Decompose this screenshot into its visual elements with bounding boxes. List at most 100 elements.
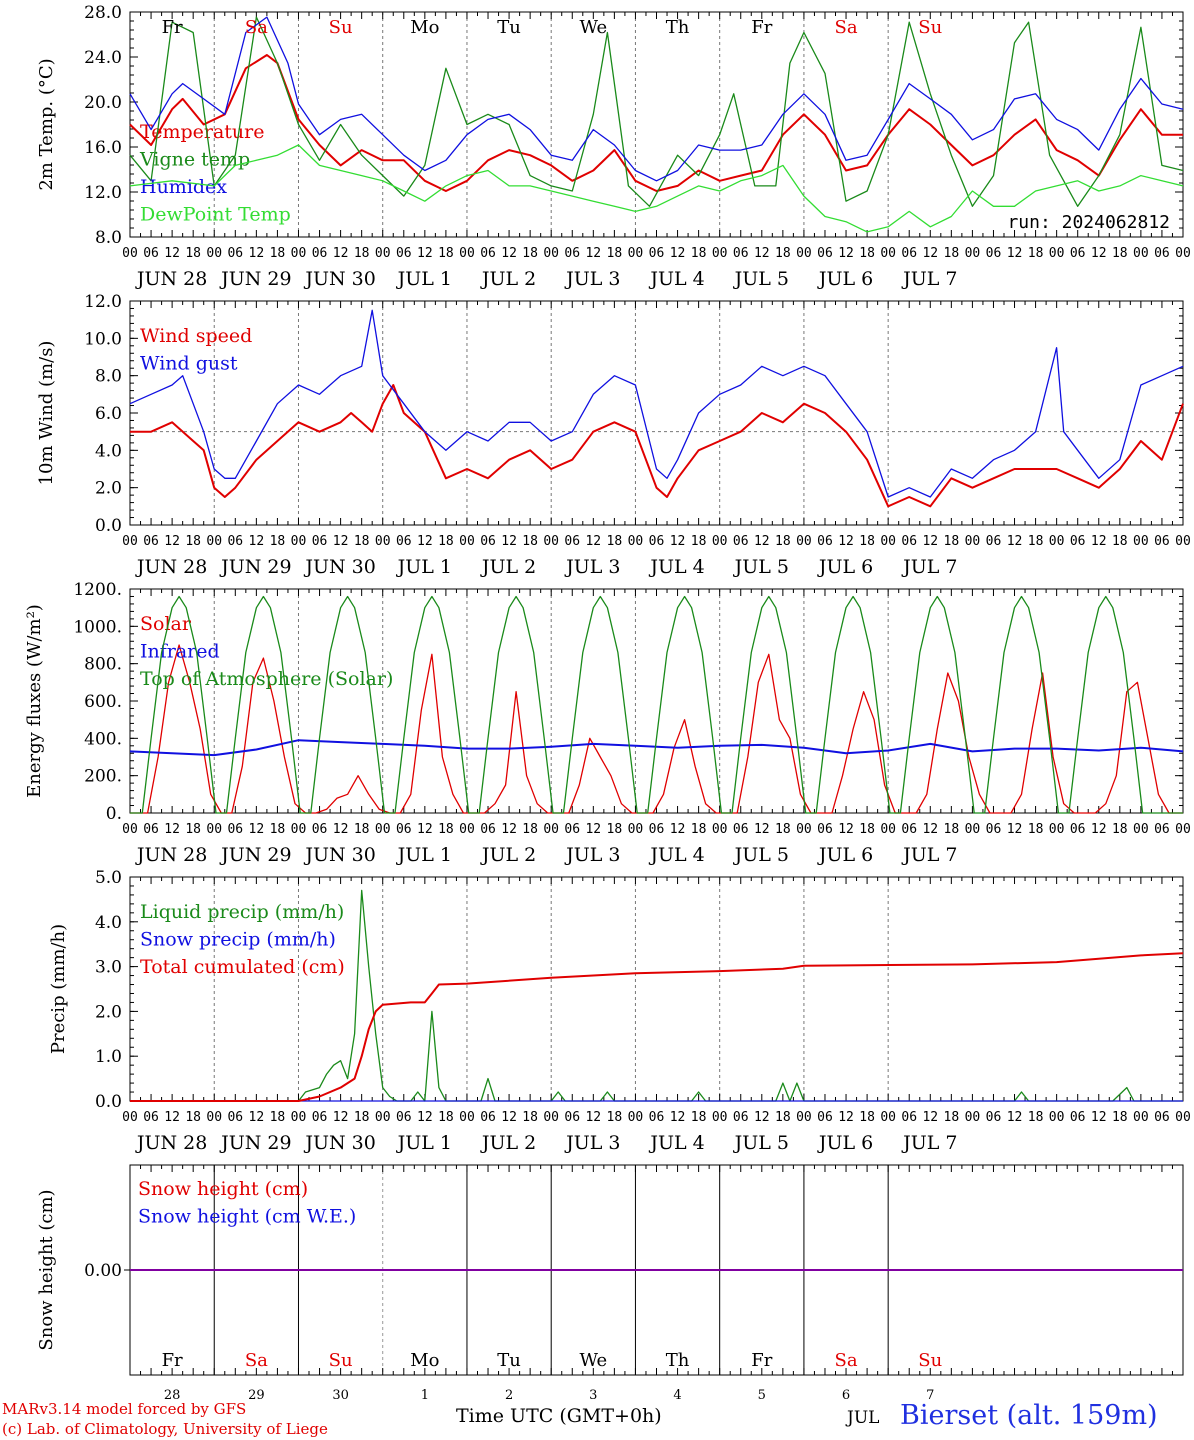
hour-tick-label: 06 <box>143 534 159 549</box>
hour-tick-label: 18 <box>775 246 791 261</box>
day-name-top: We <box>579 17 607 38</box>
hour-tick-label: 00 <box>122 1110 138 1125</box>
hour-tick-label: 00 <box>543 1110 559 1125</box>
hour-tick-label: 00 <box>459 246 475 261</box>
hour-tick-label: 12 <box>501 822 517 837</box>
hour-tick-label: 00 <box>628 822 644 837</box>
hour-tick-label: 00 <box>1049 822 1065 837</box>
hour-tick-label: 12 <box>417 822 433 837</box>
hour-tick-label: 06 <box>1070 246 1086 261</box>
hour-tick-label: 12 <box>670 1110 686 1125</box>
hour-tick-label: 12 <box>922 534 938 549</box>
hour-tick-label: 06 <box>986 1110 1002 1125</box>
hour-tick-label: 06 <box>1154 822 1170 837</box>
hour-tick-label: 18 <box>354 246 370 261</box>
hour-tick-label: 18 <box>691 246 707 261</box>
hour-tick-label: 18 <box>691 534 707 549</box>
hour-tick-label: 06 <box>480 1110 496 1125</box>
date-label: JUL 5 <box>733 1132 789 1154</box>
hour-tick-label: 00 <box>375 534 391 549</box>
hour-tick-label: 18 <box>1028 1110 1044 1125</box>
hour-tick-label: 06 <box>817 822 833 837</box>
hour-tick-label: 12 <box>417 1110 433 1125</box>
hour-tick-label: 06 <box>649 534 665 549</box>
hour-tick-label: 12 <box>585 246 601 261</box>
hour-tick-label: 18 <box>270 534 286 549</box>
date-label: JUN 29 <box>219 556 291 578</box>
hour-tick-label: 00 <box>796 822 812 837</box>
date-label: JUL 1 <box>396 844 452 866</box>
hour-tick-label: 18 <box>944 246 960 261</box>
hour-tick-label: 12 <box>754 1110 770 1125</box>
y-tick-label: 0.0 <box>95 516 122 536</box>
hour-tick-label: 00 <box>880 822 896 837</box>
series-line-lightgreen <box>129 144 1184 233</box>
hour-tick-label: 06 <box>564 1110 580 1125</box>
hour-tick-label: 12 <box>249 246 265 261</box>
date-label: JUN 29 <box>219 268 291 290</box>
date-label: JUL 7 <box>901 1132 957 1154</box>
date-label: JUN 30 <box>303 268 375 290</box>
hour-tick-label: 12 <box>164 534 180 549</box>
y-tick-label: 20.0 <box>84 93 122 113</box>
hour-tick-label: 06 <box>817 534 833 549</box>
hour-tick-label: 12 <box>585 534 601 549</box>
hour-tick-label: 18 <box>1112 534 1128 549</box>
hour-tick-label: 00 <box>965 246 981 261</box>
legend-entry: Snow height (cm) <box>138 1178 308 1200</box>
hour-tick-label: 12 <box>754 246 770 261</box>
hour-tick-label: 00 <box>122 534 138 549</box>
hour-tick-label: 00 <box>880 1110 896 1125</box>
hour-tick-label: 06 <box>143 246 159 261</box>
hour-tick-label: 00 <box>291 534 307 549</box>
hour-tick-label: 18 <box>691 1110 707 1125</box>
hour-tick-label: 06 <box>564 534 580 549</box>
date-label: JUL 2 <box>480 268 536 290</box>
hour-tick-label: 12 <box>754 822 770 837</box>
hour-tick-label: 18 <box>354 822 370 837</box>
hour-tick-label: 12 <box>1007 1110 1023 1125</box>
y-tick-label: 16.0 <box>84 138 122 158</box>
hour-tick-label: 06 <box>817 246 833 261</box>
y-axis-label: 2m Temp. (°C) <box>36 58 57 190</box>
hour-tick-label: 18 <box>691 822 707 837</box>
hour-tick-label: 06 <box>312 246 328 261</box>
day-name-bottom: Su <box>329 1350 353 1371</box>
hour-tick-label: 12 <box>922 1110 938 1125</box>
y-tick-label: 0.00 <box>84 1261 122 1281</box>
hour-tick-label: 00 <box>965 822 981 837</box>
hour-tick-label: 12 <box>501 1110 517 1125</box>
legend-entry: Temperature <box>140 121 264 143</box>
hour-tick-label: 12 <box>417 246 433 261</box>
hour-tick-label: 18 <box>1112 246 1128 261</box>
hour-tick-label: 12 <box>1091 534 1107 549</box>
hour-tick-label: 18 <box>607 534 623 549</box>
hour-tick-label: 00 <box>206 1110 222 1125</box>
hour-tick-label: 12 <box>249 534 265 549</box>
hour-tick-label: 06 <box>227 822 243 837</box>
hour-tick-label: 06 <box>312 534 328 549</box>
day-name-top: Tu <box>497 17 521 38</box>
hour-tick-label: 00 <box>206 822 222 837</box>
date-label: JUN 29 <box>219 1132 291 1154</box>
hour-tick-label: 00 <box>965 534 981 549</box>
hour-tick-label: 00 <box>1175 246 1191 261</box>
hour-tick-label: 00 <box>543 822 559 837</box>
hour-tick-label: 12 <box>1091 822 1107 837</box>
series-line-green <box>130 595 1183 814</box>
hour-tick-label: 12 <box>922 822 938 837</box>
date-label: JUL 5 <box>733 844 789 866</box>
hour-tick-label: 00 <box>1133 822 1149 837</box>
hour-tick-label: 00 <box>965 1110 981 1125</box>
y-tick-label: 1200. <box>73 580 122 600</box>
hour-tick-label: 12 <box>501 246 517 261</box>
y-tick-label: 6.0 <box>95 404 122 424</box>
hour-tick-label: 18 <box>859 246 875 261</box>
date-label: JUN 28 <box>135 268 207 290</box>
hour-tick-label: 06 <box>901 1110 917 1125</box>
day-name-top: Su <box>918 17 942 38</box>
legend-entry: Liquid precip (mm/h) <box>140 901 344 923</box>
day-name-top: Fr <box>751 17 772 38</box>
date-label: JUN 28 <box>135 556 207 578</box>
date-label: JUN 28 <box>135 844 207 866</box>
